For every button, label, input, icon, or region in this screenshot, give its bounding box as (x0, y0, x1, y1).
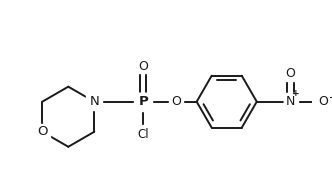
Text: O: O (37, 125, 47, 138)
Text: N: N (286, 95, 295, 108)
Text: P: P (138, 95, 148, 108)
Text: O: O (138, 60, 148, 73)
Text: +: + (292, 89, 300, 98)
Text: N: N (89, 95, 99, 108)
Text: O: O (286, 67, 295, 80)
Text: O: O (171, 95, 181, 108)
Text: O: O (318, 95, 328, 108)
Text: −: − (328, 93, 332, 101)
Text: Cl: Cl (137, 128, 149, 141)
